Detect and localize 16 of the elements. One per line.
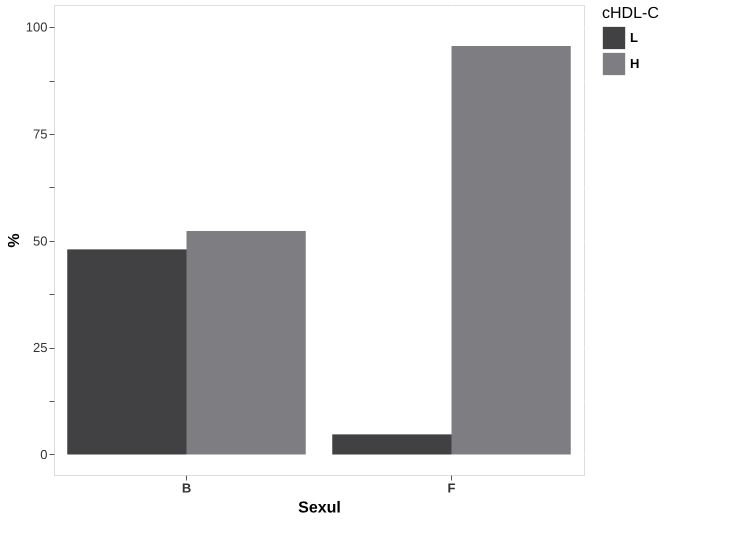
bar (332, 434, 452, 454)
y-tick-label: 50 (33, 233, 48, 248)
legend-title: cHDL-C (602, 5, 659, 22)
y-tick-label: 25 (33, 340, 48, 356)
bar (67, 249, 186, 454)
legend-label: H (630, 56, 640, 71)
y-tick-label: 75 (33, 126, 48, 142)
bar (186, 231, 306, 454)
y-tick-label: 0 (40, 446, 48, 462)
legend-label: L (630, 30, 638, 45)
bar (452, 46, 571, 454)
x-tick-label: B (182, 480, 192, 496)
y-axis-title: % (6, 233, 23, 248)
x-tick-label: F (448, 480, 456, 496)
x-axis-title: Sexul (298, 500, 341, 516)
y-tick-label: 100 (26, 20, 48, 35)
